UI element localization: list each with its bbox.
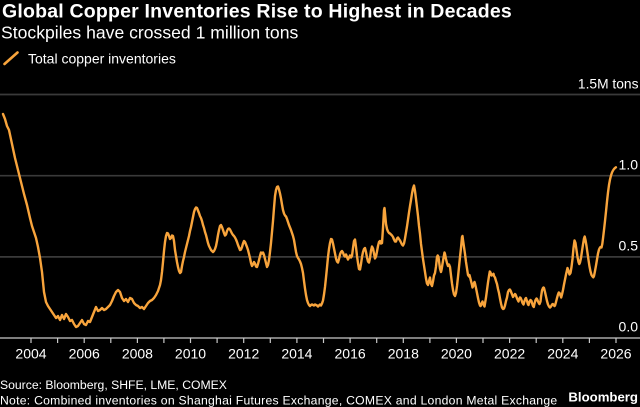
svg-text:2016: 2016 [335, 346, 366, 362]
svg-text:0.0: 0.0 [619, 319, 639, 335]
svg-text:1.5M tons: 1.5M tons [578, 77, 639, 92]
svg-text:Note: Combined inventories on: Note: Combined inventories on Shanghai F… [0, 393, 557, 407]
svg-text:2024: 2024 [547, 346, 578, 362]
svg-text:2018: 2018 [388, 346, 419, 362]
svg-text:1.0: 1.0 [619, 157, 639, 173]
svg-text:Stockpiles have crossed 1 mill: Stockpiles have crossed 1 million tons [1, 23, 298, 43]
svg-text:2010: 2010 [175, 346, 206, 362]
svg-text:2006: 2006 [69, 346, 100, 362]
svg-text:2020: 2020 [441, 346, 472, 362]
svg-text:Source: Bloomberg, SHFE, LME,: Source: Bloomberg, SHFE, LME, COMEX [0, 378, 227, 392]
svg-text:2026: 2026 [600, 346, 631, 362]
svg-text:Bloomberg: Bloomberg [568, 390, 638, 405]
svg-text:2004: 2004 [15, 346, 46, 362]
svg-text:2008: 2008 [122, 346, 153, 362]
svg-text:Global Copper Inventories Rise: Global Copper Inventories Rise to Highes… [2, 1, 512, 23]
svg-text:0.5: 0.5 [619, 238, 639, 254]
svg-text:2022: 2022 [494, 346, 525, 362]
svg-text:2014: 2014 [281, 346, 312, 362]
svg-text:Total copper inventories: Total copper inventories [28, 51, 176, 67]
svg-text:2012: 2012 [228, 346, 259, 362]
